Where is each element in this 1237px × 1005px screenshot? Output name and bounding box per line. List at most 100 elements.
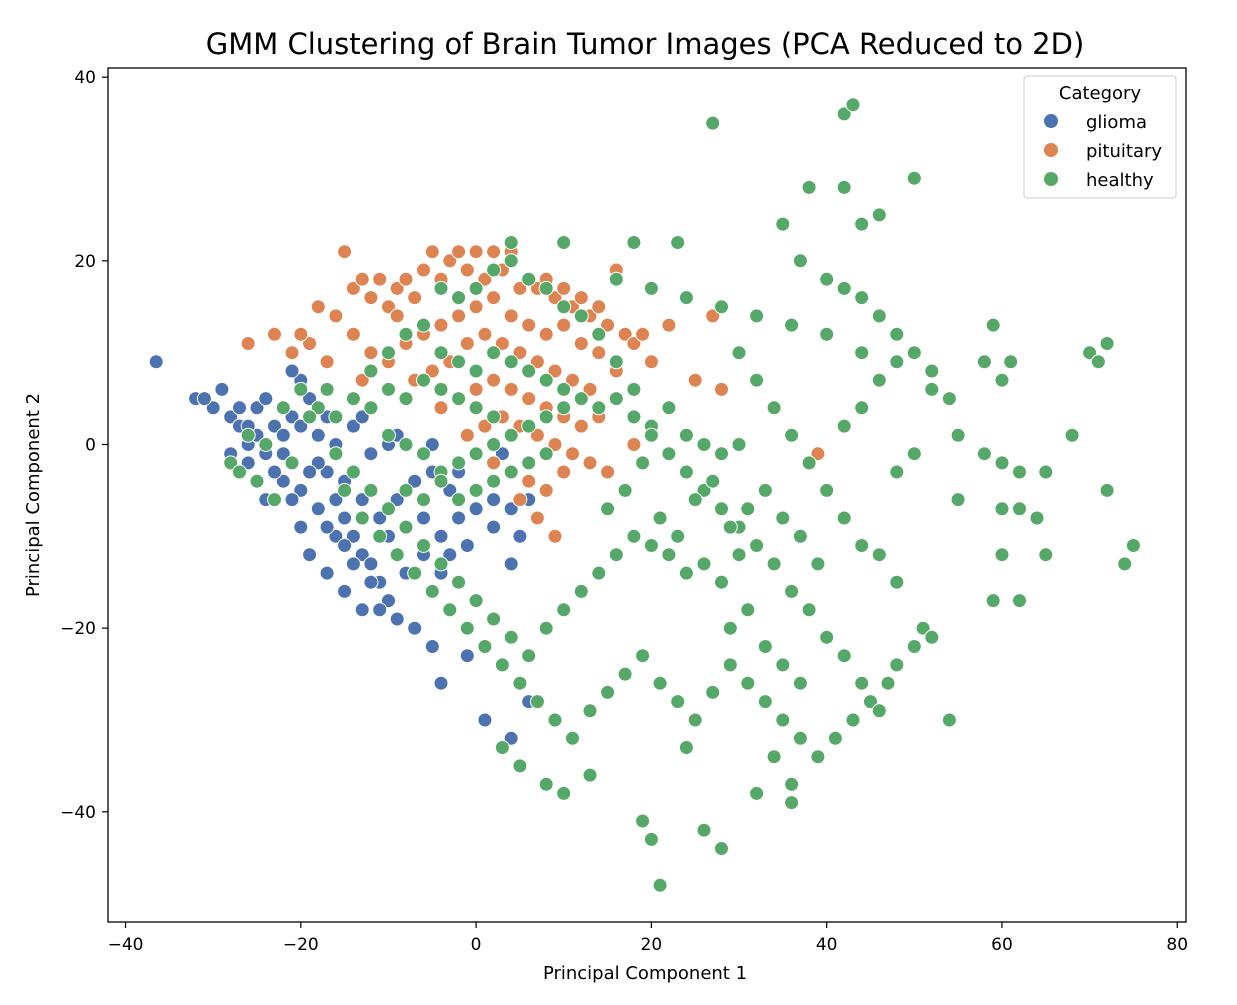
point-pituitary <box>468 381 484 397</box>
point-healthy <box>705 115 721 131</box>
point-pituitary <box>582 455 598 471</box>
point-pituitary <box>547 528 563 544</box>
point-pituitary <box>556 464 572 480</box>
point-pituitary <box>310 299 326 315</box>
point-pituitary <box>538 482 554 498</box>
point-healthy <box>906 639 922 654</box>
point-healthy <box>503 235 519 250</box>
y-axis-ticks: −40 −20 0 20 40 <box>60 68 108 823</box>
point-healthy <box>775 712 791 728</box>
point-glioma <box>310 501 326 517</box>
point-pituitary <box>433 400 449 416</box>
point-healthy <box>652 877 668 893</box>
point-glioma <box>354 547 370 563</box>
point-healthy <box>451 391 467 407</box>
point-healthy <box>337 482 353 498</box>
point-glioma <box>503 556 519 572</box>
point-healthy <box>319 381 335 397</box>
point-healthy <box>416 492 431 508</box>
point-pituitary <box>503 308 519 324</box>
point-healthy <box>757 482 773 498</box>
point-healthy <box>310 400 326 416</box>
point-healthy <box>486 262 502 278</box>
point-healthy <box>836 280 852 296</box>
point-glioma <box>424 437 440 452</box>
point-healthy <box>451 455 467 471</box>
point-healthy <box>529 694 545 710</box>
point-healthy <box>757 694 773 710</box>
point-healthy <box>784 776 800 792</box>
point-pituitary <box>372 271 388 287</box>
point-healthy <box>635 648 651 664</box>
point-healthy <box>714 574 729 590</box>
point-pituitary <box>705 308 721 324</box>
point-glioma <box>319 565 335 581</box>
point-healthy <box>354 510 370 526</box>
point-healthy <box>635 813 651 829</box>
point-healthy <box>468 593 484 609</box>
point-healthy <box>433 381 449 397</box>
point-pituitary <box>521 317 537 333</box>
point-healthy <box>696 482 712 498</box>
point-healthy <box>381 501 396 517</box>
point-healthy <box>398 391 414 407</box>
point-glioma <box>267 418 282 434</box>
point-healthy <box>538 620 554 636</box>
point-glioma <box>148 354 164 370</box>
point-healthy <box>1082 345 1098 361</box>
point-healthy <box>582 767 598 783</box>
point-healthy <box>863 694 878 710</box>
point-healthy <box>941 712 957 728</box>
point-pituitary <box>503 381 519 397</box>
point-healthy <box>451 574 467 590</box>
point-healthy <box>556 400 572 416</box>
point-healthy <box>381 381 396 397</box>
point-healthy <box>451 492 467 508</box>
point-healthy <box>652 510 668 526</box>
point-glioma <box>503 501 519 517</box>
point-healthy <box>512 675 528 691</box>
point-healthy <box>468 280 484 296</box>
point-pituitary <box>337 244 353 260</box>
y-tick-label: 0 <box>85 435 96 455</box>
point-healthy <box>617 482 633 498</box>
point-healthy <box>372 528 388 544</box>
x-tick-label: −40 <box>108 935 144 955</box>
point-healthy <box>249 473 265 489</box>
point-pituitary <box>363 290 379 306</box>
point-glioma <box>275 427 291 443</box>
point-pituitary <box>494 336 510 351</box>
point-healthy <box>459 620 475 636</box>
point-pituitary <box>477 326 493 342</box>
x-tick-label: 80 <box>1166 935 1188 955</box>
point-glioma <box>407 620 423 636</box>
legend-label-glioma: glioma <box>1086 112 1147 133</box>
point-pituitary <box>345 326 361 342</box>
point-healthy <box>670 694 686 710</box>
point-healthy <box>801 179 817 195</box>
point-healthy <box>819 271 835 287</box>
point-pituitary <box>617 326 633 342</box>
point-healthy <box>345 464 361 480</box>
point-glioma <box>433 528 449 544</box>
point-healthy <box>223 455 239 471</box>
point-healthy <box>871 372 887 388</box>
point-glioma <box>284 363 300 379</box>
point-healthy <box>836 106 852 122</box>
point-healthy <box>854 216 870 232</box>
point-pituitary <box>529 354 545 370</box>
chart-title: GMM Clustering of Brain Tumor Images (PC… <box>206 27 1085 61</box>
point-glioma <box>302 391 318 407</box>
point-healthy <box>538 446 554 462</box>
point-healthy <box>433 345 449 361</box>
point-glioma <box>389 492 405 508</box>
point-glioma <box>267 464 282 480</box>
point-pituitary <box>477 418 493 434</box>
point-healthy <box>836 179 852 195</box>
point-glioma <box>424 639 440 654</box>
point-healthy <box>792 675 808 691</box>
point-healthy <box>494 657 510 673</box>
point-healthy <box>941 391 957 407</box>
point-pituitary <box>416 262 431 278</box>
point-glioma <box>363 446 379 462</box>
